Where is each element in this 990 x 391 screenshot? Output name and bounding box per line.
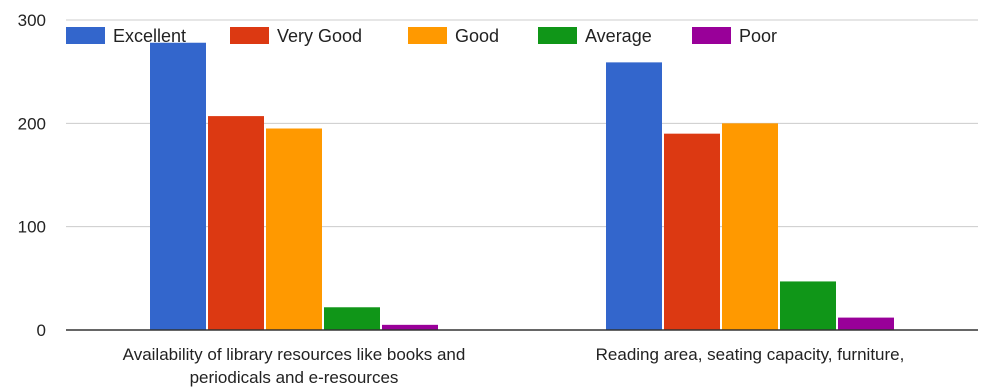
bar-very-good-1	[664, 133, 720, 330]
legend-item-good: Good	[408, 26, 499, 46]
legend-item-excellent: Excellent	[66, 26, 186, 46]
legend-label: Very Good	[277, 26, 362, 46]
bar-good-0	[266, 128, 322, 330]
category-label: periodicals and e-resources	[190, 368, 399, 387]
category-label: Reading area, seating capacity, furnitur…	[596, 345, 905, 364]
y-axis-ticks: 0 100 200 300	[18, 11, 46, 340]
y-tick-label: 200	[18, 114, 46, 133]
legend-item-poor: Poor	[692, 26, 777, 46]
legend-swatch	[230, 27, 269, 44]
category-labels: Availability of library resources like b…	[123, 345, 905, 387]
legend-swatch	[66, 27, 105, 44]
legend-item-average: Average	[538, 26, 652, 46]
bar-excellent-0	[150, 42, 206, 330]
legend-label: Average	[585, 26, 652, 46]
bar-average-1	[780, 281, 836, 330]
category-label: Availability of library resources like b…	[123, 345, 466, 364]
legend-label: Poor	[739, 26, 777, 46]
legend-item-very-good: Very Good	[230, 26, 362, 46]
bars	[150, 42, 894, 330]
legend-label: Good	[455, 26, 499, 46]
y-tick-label: 0	[37, 321, 46, 340]
legend-swatch	[692, 27, 731, 44]
bar-very-good-0	[208, 116, 264, 330]
legend-label: Excellent	[113, 26, 186, 46]
legend-swatch	[408, 27, 447, 44]
bar-poor-1	[838, 317, 894, 330]
legend: Excellent Very Good Good Average Poor	[66, 26, 777, 46]
bar-good-1	[722, 123, 778, 330]
bar-poor-0	[382, 324, 438, 330]
bar-average-0	[324, 307, 380, 330]
legend-swatch	[538, 27, 577, 44]
y-tick-label: 100	[18, 218, 46, 237]
bar-excellent-1	[606, 62, 662, 330]
y-tick-label: 300	[18, 11, 46, 30]
